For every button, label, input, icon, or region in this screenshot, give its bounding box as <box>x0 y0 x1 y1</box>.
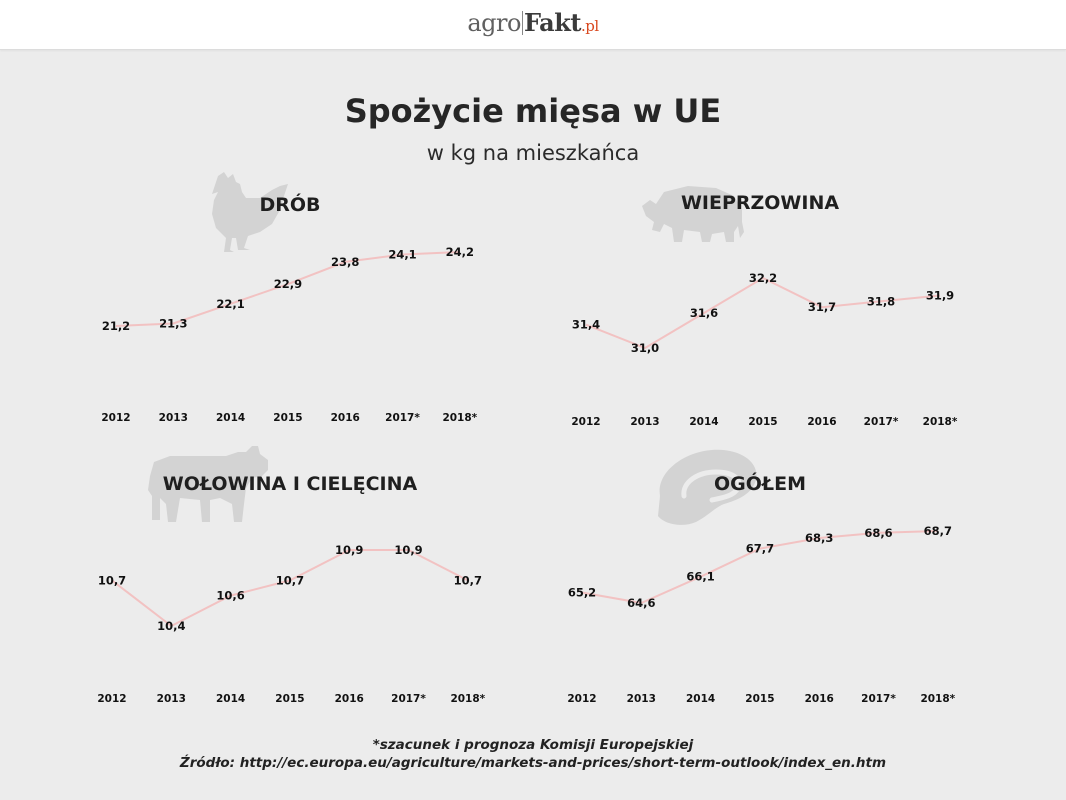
logo-part-agro: agro <box>467 9 521 37</box>
x-tick-label: 2014 <box>216 693 245 705</box>
data-label: 68,3 <box>805 531 833 545</box>
data-label: 32,2 <box>749 271 777 285</box>
logo-part-fakt: Fakt <box>523 8 582 37</box>
cow-icon <box>148 446 268 522</box>
series-line <box>585 276 941 350</box>
data-label: 31,6 <box>690 306 718 320</box>
data-label: 24,1 <box>388 247 416 261</box>
x-tick-label: 2015 <box>748 416 777 428</box>
page-title: Spożycie mięsa w UE <box>344 92 722 130</box>
data-label: 64,6 <box>627 596 655 610</box>
x-tick-label: 2016 <box>807 416 836 428</box>
x-tick-label: 2013 <box>159 412 188 424</box>
x-tick-label: 2014 <box>689 416 718 428</box>
x-tick-label: 2013 <box>630 416 659 428</box>
data-label: 10,9 <box>394 543 422 557</box>
chicken-icon <box>212 172 288 252</box>
data-label: 66,1 <box>686 570 714 584</box>
chart-panel-4: OGÓŁEM 65,2 2012 64,6 2013 66,1 2014 67,7 2015 68… <box>567 471 955 705</box>
chart-panel-1: DRÓB 21,2 2012 21,3 2013 22,1 2014 22,9 2015 23,8… <box>101 192 477 424</box>
x-tick-label: 2012 <box>571 416 600 428</box>
data-label: 67,7 <box>746 542 774 556</box>
panel-title: DRÓB <box>259 192 320 216</box>
x-tick-label: 2018* <box>920 693 955 705</box>
data-label: 24,2 <box>446 245 474 259</box>
x-tick-label: 2012 <box>101 412 130 424</box>
panel-title: OGÓŁEM <box>714 471 806 495</box>
x-tick-label: 2017* <box>385 412 420 424</box>
x-tick-label: 2018* <box>450 693 485 705</box>
x-tick-label: 2016 <box>805 693 834 705</box>
data-label: 10,9 <box>335 543 363 557</box>
x-tick-label: 2015 <box>275 693 304 705</box>
pig-icon <box>642 186 744 242</box>
data-label: 23,8 <box>331 255 359 269</box>
data-label: 21,3 <box>159 317 187 331</box>
x-tick-label: 2014 <box>216 412 245 424</box>
x-tick-label: 2013 <box>157 693 186 705</box>
series-line <box>111 549 469 628</box>
data-label: 22,1 <box>216 297 244 311</box>
data-label: 10,7 <box>276 573 304 587</box>
x-tick-label: 2016 <box>331 412 360 424</box>
x-tick-label: 2016 <box>335 693 364 705</box>
data-label: 10,7 <box>454 573 482 587</box>
source-note: Źródło: http://ec.europa.eu/agriculture/… <box>179 755 887 771</box>
data-label: 31,0 <box>631 341 659 355</box>
chart-panel-2: WIEPRZOWINA 31,4 2012 31,0 2013 31,6 2014 32,2 2… <box>571 192 957 428</box>
data-label: 21,2 <box>102 319 130 333</box>
header-bar: agro Fakt.pl <box>0 0 1066 50</box>
data-label: 10,6 <box>216 589 244 603</box>
x-tick-label: 2018* <box>442 412 477 424</box>
x-tick-label: 2017* <box>391 693 426 705</box>
chart-panel-3: WOŁOWINA I CIELĘCINA 10,7 2012 10,4 2013 10,6… <box>97 473 485 705</box>
x-tick-label: 2015 <box>745 693 774 705</box>
page-subtitle: w kg na mieszkańca <box>426 141 640 165</box>
data-label: 68,6 <box>864 526 892 540</box>
data-label: 68,7 <box>924 524 952 538</box>
data-label: 31,8 <box>867 294 895 308</box>
logo-separator <box>521 11 523 35</box>
steak-icon <box>658 449 757 525</box>
x-tick-label: 2015 <box>273 412 302 424</box>
data-label: 31,7 <box>808 300 836 314</box>
series-line <box>581 530 938 605</box>
x-tick-label: 2014 <box>686 693 715 705</box>
x-tick-label: 2013 <box>627 693 656 705</box>
data-label: 10,7 <box>98 573 126 587</box>
data-label: 65,2 <box>568 585 596 599</box>
data-label: 31,4 <box>572 318 600 332</box>
footnote: *szacunek i prognoza Komisji Europejskie… <box>372 737 694 753</box>
data-label: 10,4 <box>157 619 185 633</box>
x-tick-label: 2017* <box>864 416 899 428</box>
x-tick-label: 2017* <box>861 693 896 705</box>
data-label: 31,9 <box>926 289 954 303</box>
x-tick-label: 2018* <box>923 416 958 428</box>
site-logo[interactable]: agro Fakt.pl <box>0 8 1066 37</box>
panel-title: WIEPRZOWINA <box>681 192 839 214</box>
data-label: 22,9 <box>274 277 302 291</box>
logo-part-tld: .pl <box>580 17 599 35</box>
series-line <box>115 251 460 327</box>
x-tick-label: 2012 <box>567 693 596 705</box>
x-tick-label: 2012 <box>97 693 126 705</box>
panel-title: WOŁOWINA I CIELĘCINA <box>163 473 418 495</box>
